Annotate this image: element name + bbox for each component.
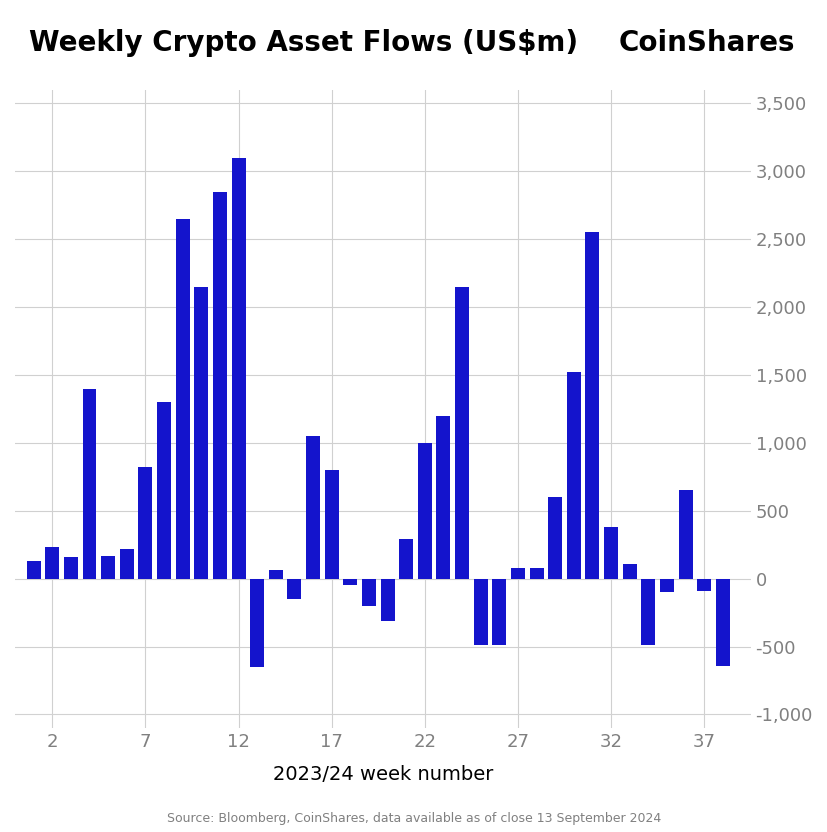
Bar	[120, 549, 134, 578]
X-axis label: 2023/24 week number: 2023/24 week number	[272, 765, 492, 784]
Bar	[101, 556, 115, 578]
Bar	[641, 578, 654, 645]
Bar	[455, 287, 468, 578]
Bar	[604, 527, 617, 578]
Bar	[361, 578, 375, 606]
Bar	[83, 389, 97, 578]
Bar	[715, 578, 729, 666]
Bar	[250, 578, 264, 667]
Bar	[324, 470, 338, 578]
Bar	[418, 443, 431, 578]
Bar	[287, 578, 301, 599]
Bar	[566, 372, 580, 578]
Bar	[64, 557, 78, 578]
Text: Source: Bloomberg, CoinShares, data available as of close 13 September 2024: Source: Bloomberg, CoinShares, data avai…	[167, 812, 660, 825]
Bar	[622, 564, 636, 578]
Bar	[343, 578, 356, 586]
Bar	[45, 547, 60, 578]
Bar	[194, 287, 208, 578]
Bar	[380, 578, 394, 621]
Bar	[492, 578, 505, 645]
Bar	[678, 490, 691, 578]
Bar	[232, 158, 246, 578]
Text: CoinShares: CoinShares	[618, 29, 794, 57]
Text: Weekly Crypto Asset Flows (US$m): Weekly Crypto Asset Flows (US$m)	[29, 29, 577, 57]
Bar	[585, 232, 599, 578]
Bar	[175, 219, 189, 578]
Bar	[696, 578, 710, 591]
Bar	[26, 561, 41, 578]
Bar	[213, 191, 227, 578]
Bar	[510, 567, 524, 578]
Bar	[269, 571, 283, 578]
Bar	[473, 578, 487, 645]
Bar	[547, 498, 562, 578]
Bar	[436, 416, 450, 578]
Bar	[529, 567, 543, 578]
Bar	[399, 539, 413, 578]
Bar	[306, 436, 319, 578]
Bar	[138, 468, 152, 578]
Bar	[157, 402, 171, 578]
Bar	[659, 578, 673, 592]
